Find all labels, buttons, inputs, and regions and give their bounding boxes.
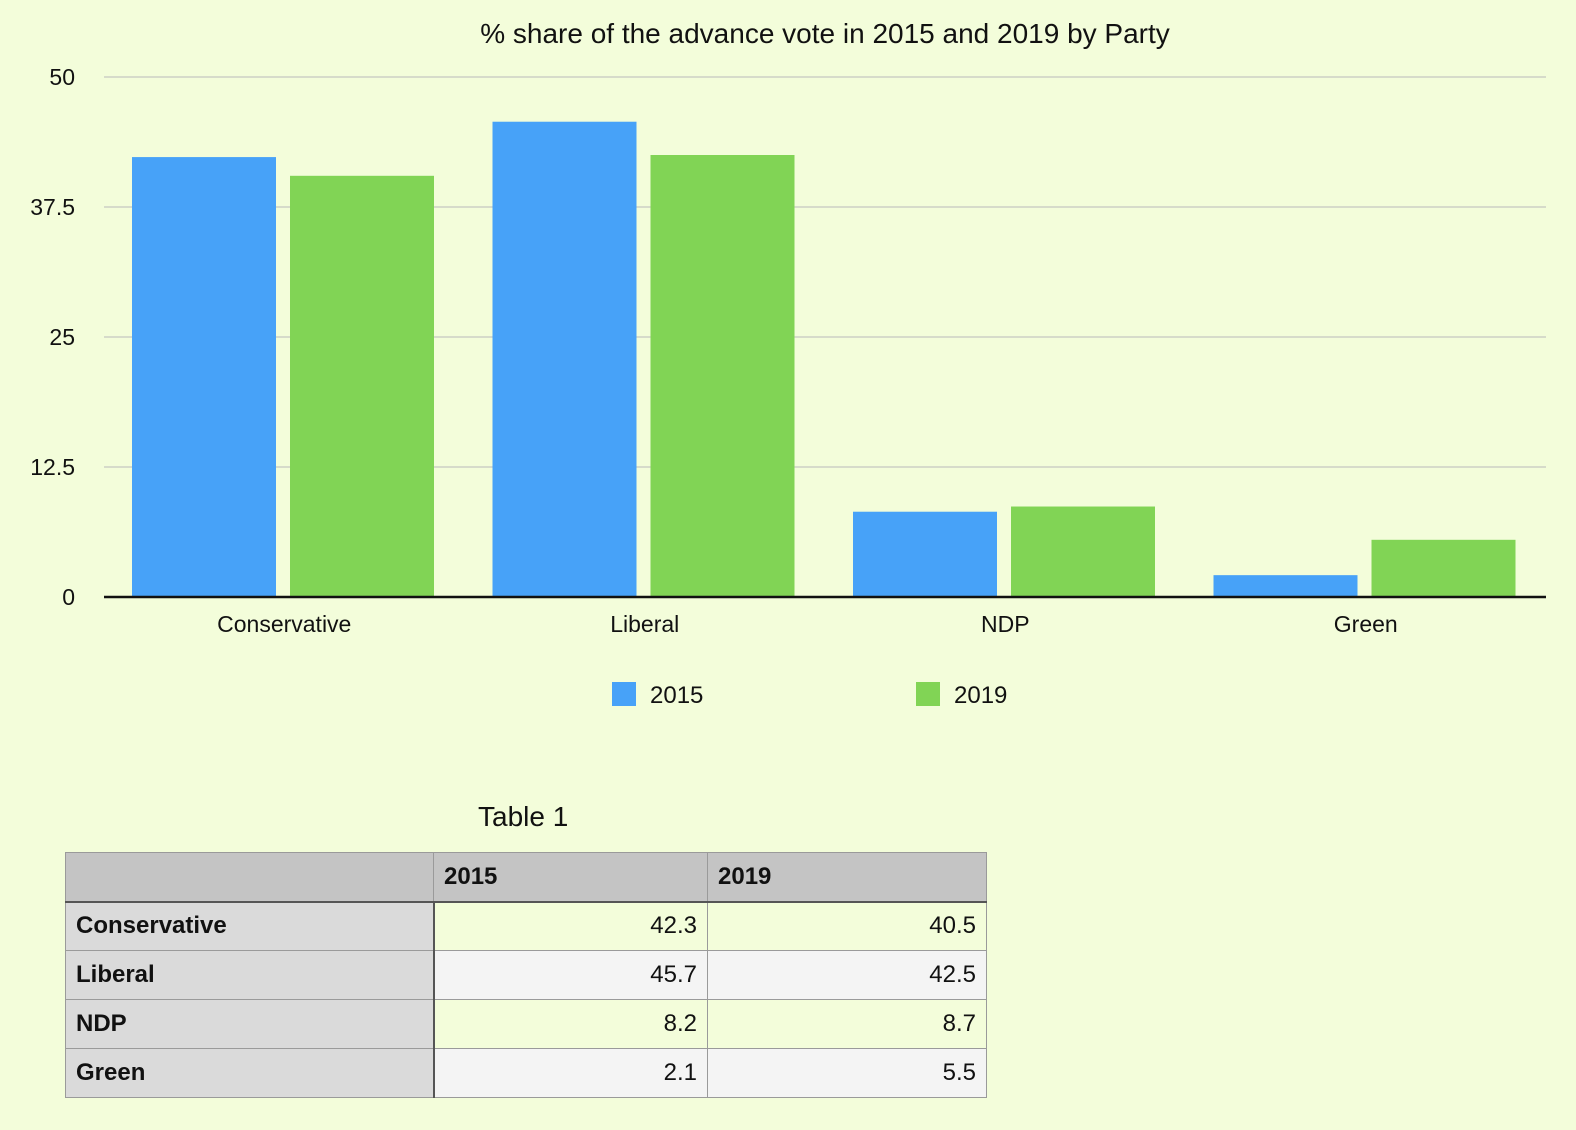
cell-2015: 8.2: [433, 999, 708, 1049]
y-tick-label: 50: [49, 64, 75, 90]
y-tick-label: 37.5: [30, 194, 75, 220]
cell-2019: 8.7: [707, 999, 987, 1049]
x-tick-label: NDP: [981, 611, 1030, 637]
bar-2019-liberal: [650, 155, 795, 597]
legend: 2015 2019: [612, 682, 1007, 709]
table-header-2019: 2019: [707, 852, 987, 903]
bar-2015-green: [1213, 575, 1358, 597]
x-tick-label: Green: [1334, 611, 1398, 637]
legend-label-2015: 2015: [650, 682, 703, 709]
cell-2015: 45.7: [433, 950, 708, 1000]
x-axis-tick-labels: Conservative Liberal NDP Green: [217, 611, 1398, 637]
data-table: 2015 2019 Conservative 42.3 40.5 Liberal…: [65, 852, 987, 1098]
y-tick-label: 0: [62, 584, 75, 610]
table-row: Conservative 42.3 40.5: [65, 901, 987, 951]
cell-2019: 42.5: [707, 950, 987, 1000]
legend-swatch-2019: [916, 682, 940, 706]
row-label: Conservative: [65, 901, 435, 951]
cell-2015: 2.1: [433, 1048, 708, 1098]
y-tick-label: 25: [49, 324, 75, 350]
y-axis-tick-labels: 0 12.5 25 37.5 50: [30, 64, 75, 610]
table-header-row: 2015 2019: [65, 852, 987, 903]
table-row: Green 2.1 5.5: [65, 1048, 987, 1098]
cell-2015: 42.3: [433, 901, 708, 951]
x-tick-label: Liberal: [610, 611, 679, 637]
row-label: NDP: [65, 999, 435, 1049]
bar-2019-conservative: [290, 175, 434, 598]
bar-2019-ndp: [1011, 506, 1155, 597]
bar-2019-green: [1371, 539, 1516, 597]
cell-2019: 40.5: [707, 901, 987, 951]
table-row: NDP 8.2 8.7: [65, 999, 987, 1049]
row-label: Liberal: [65, 950, 435, 1000]
table-header-2015: 2015: [433, 852, 708, 903]
x-tick-label: Conservative: [217, 611, 351, 637]
table-header-corner: [65, 852, 434, 903]
bar-2015-ndp: [853, 511, 997, 597]
legend-label-2019: 2019: [954, 682, 1007, 709]
bar-2015-conservative: [132, 157, 276, 597]
bar-2015-liberal: [492, 121, 637, 597]
chart-title: % share of the advance vote in 2015 and …: [480, 18, 1170, 49]
cell-2019: 5.5: [707, 1048, 987, 1098]
y-tick-label: 12.5: [30, 454, 75, 480]
legend-swatch-2015: [612, 682, 636, 706]
table-title: Table 1: [478, 801, 569, 832]
table-row: Liberal 45.7 42.5: [65, 950, 987, 1000]
bar-chart: % share of the advance vote in 2015 and …: [30, 18, 1546, 709]
bars: [132, 121, 1516, 598]
row-label: Green: [65, 1048, 435, 1098]
